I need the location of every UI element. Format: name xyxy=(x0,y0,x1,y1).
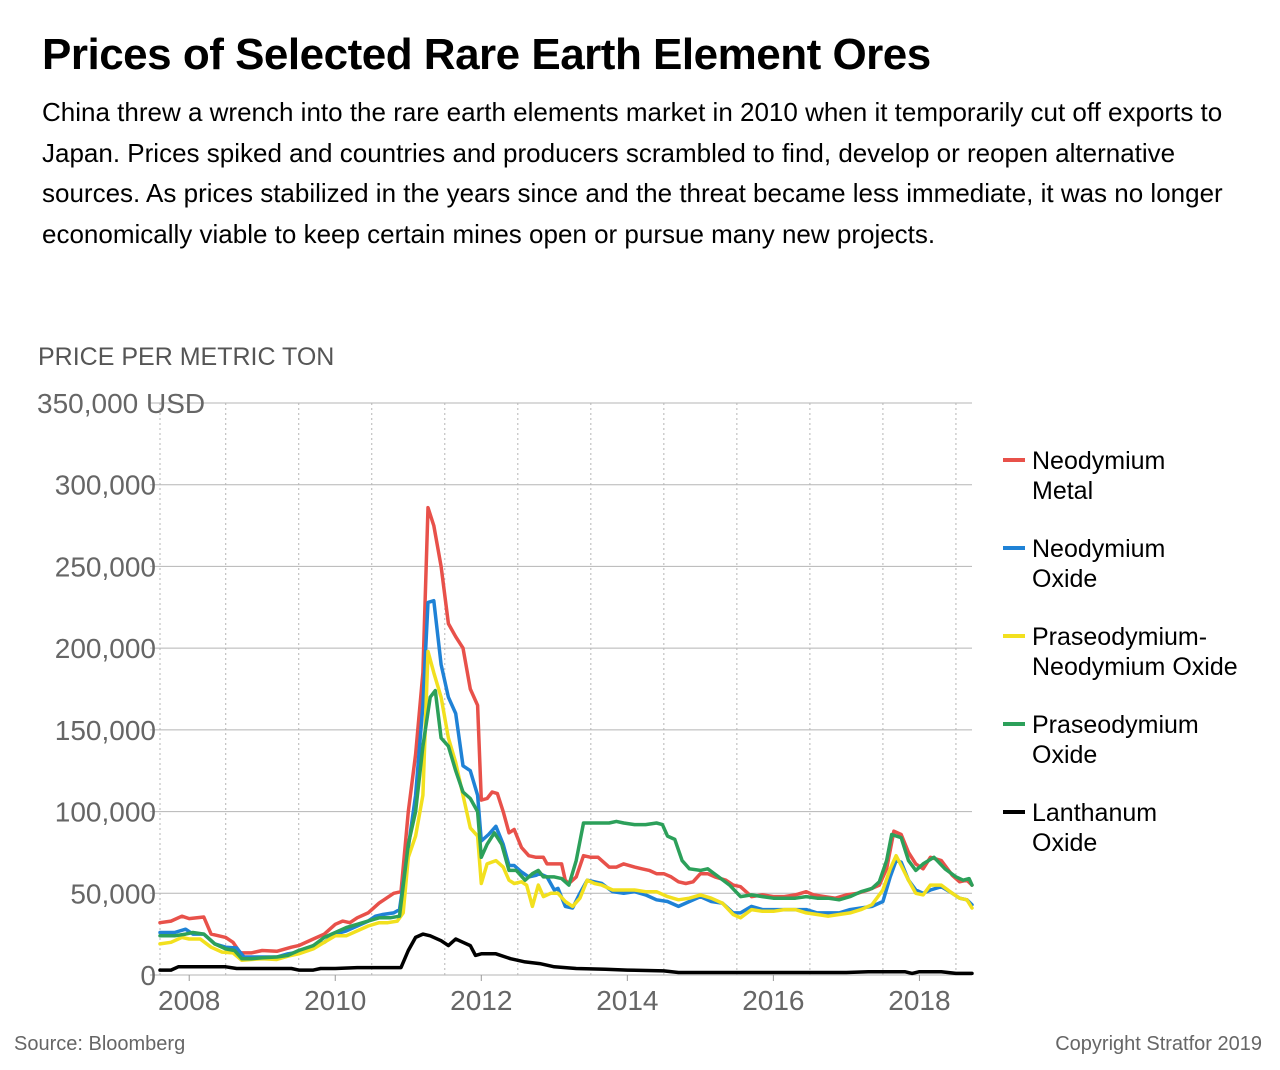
y-tick-label: 350,000 USD xyxy=(37,388,205,419)
series-lines xyxy=(158,505,974,976)
x-axis-ticks: 2008 2010 2012 2014 2016 2018 xyxy=(158,975,951,1016)
legend-label-lanthanum-oxide: Lanthanum xyxy=(1032,799,1157,827)
legend: NeodymiumMetalNeodymiumOxidePraseodymium… xyxy=(1003,447,1238,857)
series-line-praseodymium-oxide xyxy=(158,688,974,961)
legend-label-praseodymium-oxide: Praseodymium xyxy=(1032,711,1199,739)
legend-label-lanthanum-oxide: Oxide xyxy=(1032,829,1097,857)
legend-label-praseodymium-oxide: Oxide xyxy=(1032,741,1097,769)
y-tick-label: 0 xyxy=(140,960,156,991)
y-tick-label: 300,000 xyxy=(55,470,156,501)
chart-subtitle: China threw a wrench into the rare earth… xyxy=(42,97,1223,249)
y-tick-label: 50,000 xyxy=(70,878,156,909)
y-axis-ticks: 0 50,000 100,000 150,000 200,000 250,000 300,0… xyxy=(37,388,972,991)
x-tick-label: 2012 xyxy=(450,985,512,1016)
chart-title: Prices of Selected Rare Earth Element Or… xyxy=(42,30,931,79)
legend-label-praseodymium-neodymium-oxide: Praseodymium- xyxy=(1032,623,1207,651)
series-line-praseodymium-neodymium-oxide xyxy=(158,649,974,963)
x-tick-label: 2014 xyxy=(596,985,658,1016)
x-tick-label: 2018 xyxy=(888,985,950,1016)
source-note: Source: Bloomberg xyxy=(14,1033,186,1055)
legend-label-praseodymium-neodymium-oxide: Neodymium Oxide xyxy=(1032,653,1238,681)
legend-label-neodymium-metal: Neodymium xyxy=(1032,447,1165,475)
y-tick-label: 250,000 xyxy=(55,551,156,582)
legend-label-neodymium-oxide: Oxide xyxy=(1032,565,1097,593)
series-line-lanthanum-oxide xyxy=(158,932,974,976)
x-tick-label: 2008 xyxy=(158,985,220,1016)
legend-label-neodymium-metal: Metal xyxy=(1032,477,1093,505)
legend-label-neodymium-oxide: Neodymium xyxy=(1032,535,1165,563)
x-tick-label: 2016 xyxy=(742,985,804,1016)
x-tick-label: 2010 xyxy=(304,985,366,1016)
y-tick-label: 200,000 xyxy=(55,633,156,664)
copyright-note: Copyright Stratfor 2019 xyxy=(1055,1033,1262,1055)
y-tick-label: 150,000 xyxy=(55,715,156,746)
y-tick-label: 100,000 xyxy=(55,797,156,828)
y-axis-label: PRICE PER METRIC TON xyxy=(38,343,335,371)
